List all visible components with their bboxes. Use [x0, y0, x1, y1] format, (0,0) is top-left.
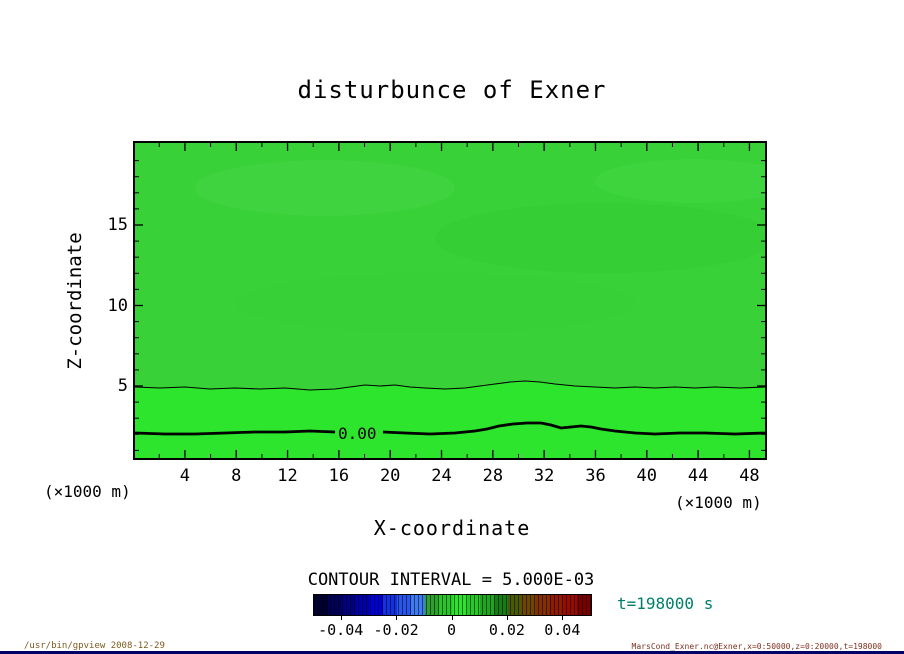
colorbar-tick-labels: -0.04 -0.02 0 0.02 0.04 — [313, 616, 590, 640]
field-patch — [595, 159, 765, 203]
x-tick-label: 20 — [379, 466, 401, 486]
x-axis-label: X-coordinate — [373, 516, 531, 540]
chart-title: disturbunce of Exner — [297, 76, 607, 104]
x-axis-unit-left: (×1000 m) — [44, 482, 131, 501]
x-tick-label: 8 — [231, 466, 242, 486]
x-axis-unit-right: (×1000 m) — [675, 493, 762, 512]
x-tick-label: 40 — [636, 466, 658, 486]
thin-contour-line — [135, 380, 765, 391]
contour-label: 0.00 — [338, 424, 377, 443]
colorbar-tick-mark — [396, 616, 398, 620]
field-patch — [195, 160, 455, 216]
colorbar-tick-mark — [451, 616, 453, 620]
colorbar-tick-label: 0.02 — [488, 621, 525, 639]
y-tick-label: 5 — [117, 376, 128, 396]
footer-file-info-text: MarsCond_Exner.nc@Exner,x=0:50000,z=0:20… — [631, 642, 882, 651]
contour-plot-canvas: 0.00 — [135, 143, 765, 458]
colorbar-tick-label: 0 — [446, 621, 457, 639]
field-patch — [435, 203, 765, 273]
x-tick-label: 12 — [277, 466, 298, 486]
colorbar-hatch-stripes — [314, 595, 591, 615]
colorbar-tick-mark — [340, 616, 342, 620]
x-tick-label: 4 — [179, 466, 191, 486]
colorbar-tick-mark — [506, 616, 508, 620]
x-axis-tick-labels: 4 8 12 16 20 24 28 32 36 40 44 48 — [135, 466, 765, 488]
colorbar-tick-label: 0.04 — [544, 621, 581, 639]
x-tick-label: 16 — [328, 466, 350, 486]
x-tick-label: 28 — [482, 466, 504, 486]
field-patch — [235, 273, 635, 333]
y-tick-label: 15 — [107, 215, 128, 235]
colorbar-tick-mark — [562, 616, 564, 620]
colorbar-tick-label: -0.02 — [373, 621, 419, 639]
zero-contour-line — [135, 421, 765, 436]
y-tick-label: 10 — [107, 295, 128, 316]
positive-band-fill — [135, 381, 765, 458]
plot-area: 0.00 — [133, 141, 767, 460]
y-axis-label: Z-coordinate — [64, 232, 86, 370]
footer-command-text: /usr/bin/gpview 2008-12-29 — [24, 641, 165, 651]
colorbar — [313, 594, 592, 616]
contour-interval-text: CONTOUR INTERVAL = 5.000E-03 — [307, 570, 595, 590]
x-tick-label: 44 — [687, 466, 709, 486]
x-tick-label: 48 — [739, 466, 760, 486]
x-tick-label: 36 — [585, 466, 606, 486]
time-label: t=198000 s — [617, 594, 714, 613]
bottom-border-bar — [0, 651, 904, 654]
x-tick-label: 24 — [431, 466, 452, 486]
y-axis-tick-labels: 5 10 15 — [88, 143, 128, 458]
x-tick-label: 32 — [533, 466, 555, 486]
colorbar-tick-label: -0.04 — [318, 621, 364, 639]
